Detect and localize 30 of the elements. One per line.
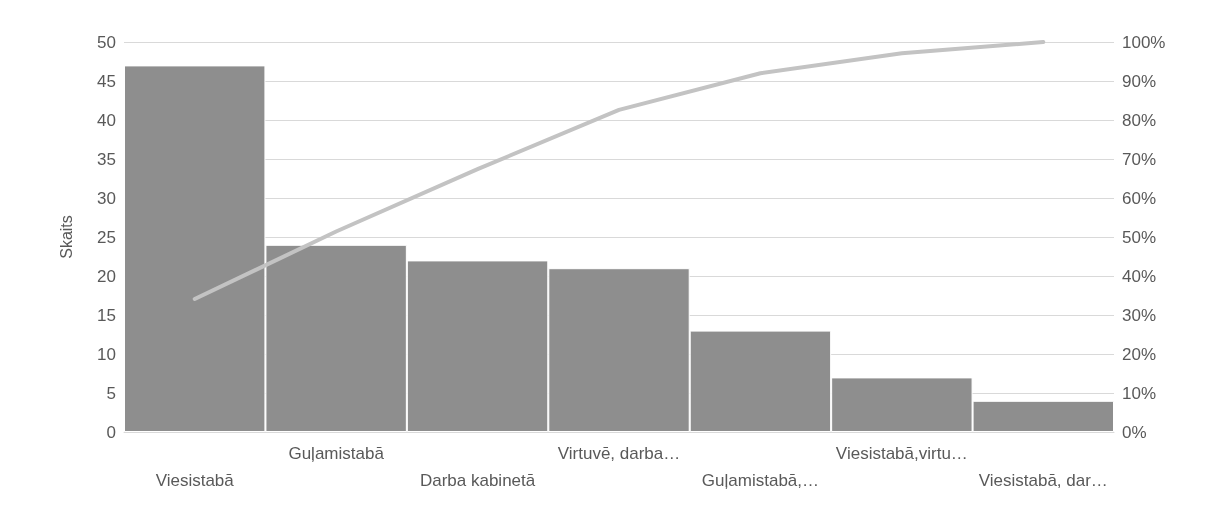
y-tick-label: 15 xyxy=(97,305,116,325)
x-tick-label: Guļamistabā xyxy=(288,444,385,463)
y-tick-label: 45 xyxy=(97,71,116,91)
y-tick-label: 25 xyxy=(97,227,116,247)
y2-tick-label: 70% xyxy=(1122,149,1157,169)
y-tick-label: 20 xyxy=(97,266,116,286)
y-tick-label: 10 xyxy=(97,344,116,364)
y2-tick-label: 10% xyxy=(1122,383,1157,403)
y2-tick-label: 80% xyxy=(1122,110,1157,130)
x-tick-label: Virtuvē, darba… xyxy=(557,444,681,463)
y-tick-label: 35 xyxy=(97,149,116,169)
x-tick-label: Darba kabinetā xyxy=(419,471,536,490)
y2-tick-label: 90% xyxy=(1122,71,1157,91)
y-tick-label: 40 xyxy=(97,110,116,130)
x-tick-label: Viesistabā, dar… xyxy=(978,471,1108,490)
y2-tick-label: 50% xyxy=(1122,227,1157,247)
y-tick-label: 30 xyxy=(97,188,116,208)
y2-tick-label: 100% xyxy=(1122,32,1166,52)
y-axis-title: Skaits xyxy=(57,215,75,259)
x-tick-label: Guļamistabā,… xyxy=(701,471,820,490)
y2-tick-label: 0% xyxy=(1122,422,1147,442)
x-tick-label: Viesistabā,virtu… xyxy=(835,444,968,463)
y2-tick-label: 30% xyxy=(1122,305,1157,325)
y-tick-label: 0 xyxy=(106,422,116,442)
y2-tick-label: 60% xyxy=(1122,188,1157,208)
x-tick-label: Viesistabā xyxy=(155,471,235,490)
y2-tick-label: 20% xyxy=(1122,344,1157,364)
y-tick-label: 50 xyxy=(97,32,116,52)
y-tick-label: 5 xyxy=(106,383,116,403)
y2-tick-label: 40% xyxy=(1122,266,1157,286)
